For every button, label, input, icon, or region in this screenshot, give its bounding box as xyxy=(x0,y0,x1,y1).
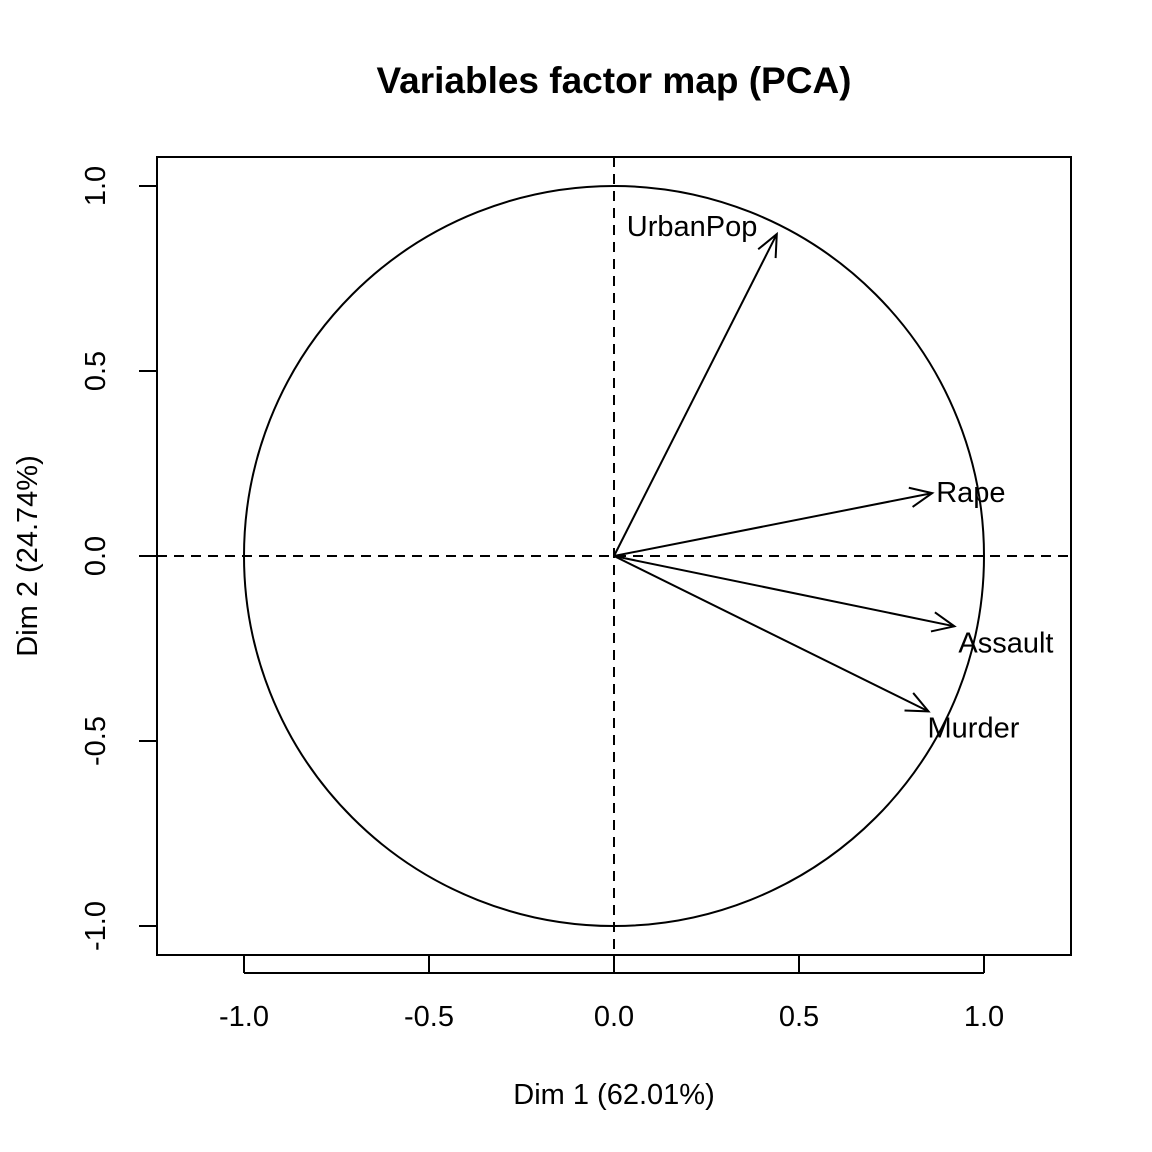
x-tick-label: -0.5 xyxy=(404,1001,454,1033)
x-tick-label: 0.5 xyxy=(779,1001,819,1033)
arrow-rape xyxy=(613,492,933,557)
arrow-urbanpop xyxy=(613,233,778,557)
chart-title: Variables factor map (PCA) xyxy=(377,60,852,101)
x-tick-label: 0.0 xyxy=(594,1001,634,1033)
arrowhead-murder xyxy=(904,692,931,713)
y-tick-label: 1.0 xyxy=(80,166,112,206)
label-rape: Rape xyxy=(936,477,1005,509)
y-tick-label: -1.0 xyxy=(80,901,112,951)
x-tick-label: 1.0 xyxy=(964,1001,1004,1033)
arrow-assault xyxy=(613,555,955,628)
y-tick-label: -0.5 xyxy=(80,716,112,766)
x-tick-label: -1.0 xyxy=(219,1001,269,1033)
y-axis-title: Dim 2 (24.74%) xyxy=(12,455,44,656)
y-tick-label: 0.5 xyxy=(80,351,112,391)
arrowhead-assault xyxy=(930,611,957,633)
label-murder: Murder xyxy=(928,712,1020,744)
axis-ticks: -1.0 -0.5 0.0 0.5 1.0 -1.0 -0.5 0.0 0.5 1.0 xyxy=(80,166,1004,1033)
x-axis-title: Dim 1 (62.01%) xyxy=(513,1079,714,1111)
label-urbanpop: UrbanPop xyxy=(627,211,758,243)
arrowhead-urbanpop xyxy=(757,231,778,259)
y-tick-label: 0.0 xyxy=(80,536,112,576)
arrow-murder xyxy=(613,555,929,713)
plot-area: UrbanPop Rape Assault Murder xyxy=(157,157,1071,955)
arrowhead-rape xyxy=(908,486,935,508)
label-assault: Assault xyxy=(958,627,1053,659)
